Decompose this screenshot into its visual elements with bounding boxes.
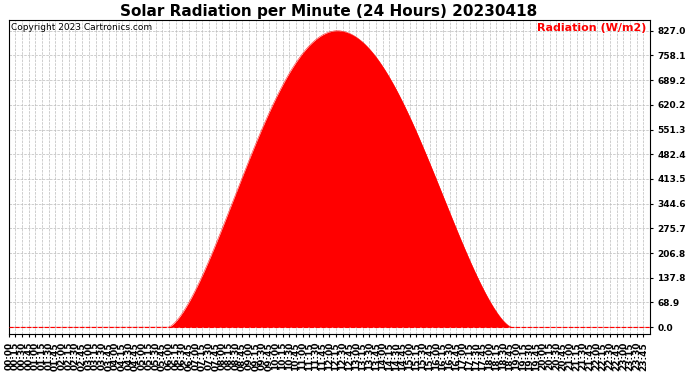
Text: Copyright 2023 Cartronics.com: Copyright 2023 Cartronics.com	[12, 23, 152, 32]
Title: Solar Radiation per Minute (24 Hours) 20230418: Solar Radiation per Minute (24 Hours) 20…	[121, 4, 538, 19]
Text: Radiation (W/m2): Radiation (W/m2)	[538, 23, 647, 33]
